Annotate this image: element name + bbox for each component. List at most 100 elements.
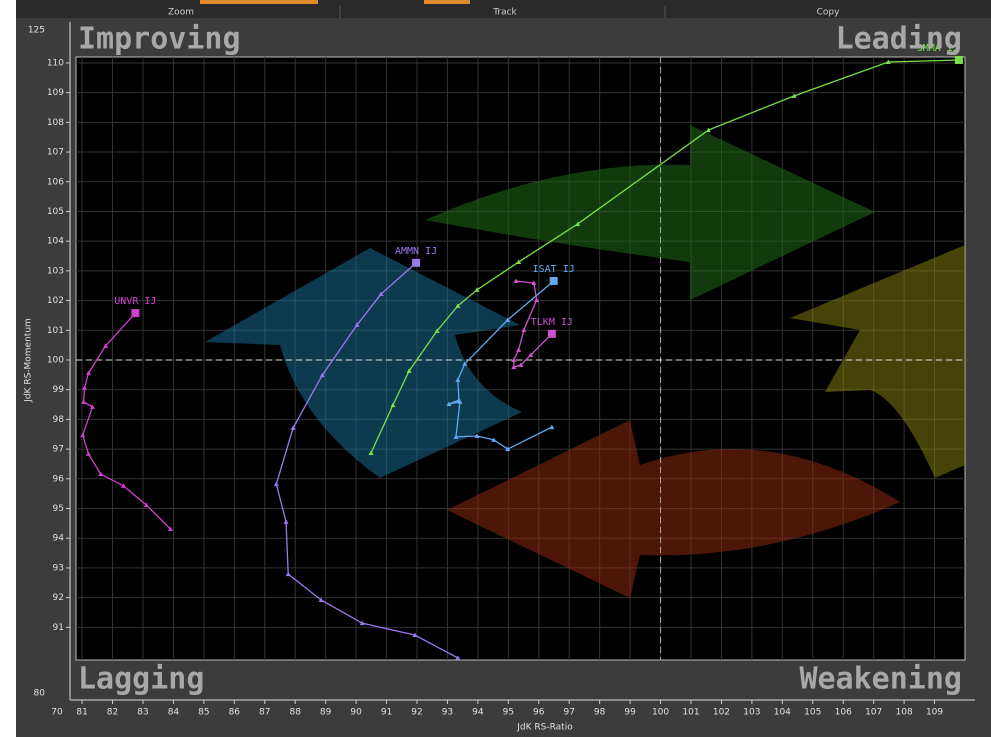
arrow-lagging xyxy=(447,420,900,598)
tail-point xyxy=(406,368,412,373)
tail-point xyxy=(98,471,104,477)
series-label: AMMN IJ xyxy=(395,246,437,257)
head-point xyxy=(549,276,558,285)
quadrant-label: Weakening xyxy=(799,662,962,697)
y-tick-label: 110 xyxy=(47,58,64,68)
tail-point xyxy=(318,597,324,602)
tail-point xyxy=(511,357,517,362)
tail-point xyxy=(354,322,360,327)
tail-point xyxy=(549,424,555,430)
head-point xyxy=(131,309,140,318)
x-tick-label: 85 xyxy=(198,708,209,718)
quadrant-label: Leading xyxy=(836,22,962,57)
tail-point xyxy=(453,434,459,439)
x-tick-label: 107 xyxy=(865,708,882,718)
tail-point xyxy=(791,93,797,98)
x-tick-label: 99 xyxy=(624,708,636,718)
y-break-label: 125 xyxy=(28,26,45,36)
series-label: SMMA IJ xyxy=(917,43,959,54)
series-label: ISAT IJ xyxy=(533,264,575,275)
x-axis-title: JdK RS-Ratio xyxy=(516,723,573,733)
y-tick-label: 98 xyxy=(53,415,65,425)
x-tick-label: 96 xyxy=(533,708,545,718)
x-tick-label: 82 xyxy=(107,708,118,718)
tail-point xyxy=(474,287,480,292)
tail-point xyxy=(511,364,517,370)
tail-point xyxy=(283,519,289,524)
tail-point xyxy=(89,404,95,409)
zoom-button[interactable]: Zoom xyxy=(168,8,194,18)
track-button[interactable]: Track xyxy=(492,8,517,18)
y-tick-label: 106 xyxy=(47,177,64,187)
toolbar xyxy=(16,0,991,18)
x-tick-label: 98 xyxy=(594,708,606,718)
x-tick-label: 106 xyxy=(835,708,852,718)
y-tick-label: 102 xyxy=(47,296,64,306)
tail-point xyxy=(85,370,91,376)
y-tick-label: 96 xyxy=(53,474,65,484)
copy-button[interactable]: Copy xyxy=(817,8,841,18)
y-tick-label: 91 xyxy=(53,623,64,633)
plot-area xyxy=(75,56,966,661)
tail-point xyxy=(103,343,109,349)
y-tick-label: 100 xyxy=(47,355,64,365)
series-label: TLKM IJ xyxy=(531,317,573,328)
y-tick-label: 103 xyxy=(47,266,64,276)
tail-point xyxy=(528,352,534,357)
tail-point xyxy=(368,450,374,455)
tail-point xyxy=(534,297,540,302)
x-tick-label: 95 xyxy=(503,708,514,718)
tail-point xyxy=(516,347,522,352)
x-tick-label: 97 xyxy=(563,708,574,718)
tail-point xyxy=(505,446,511,452)
x-tick-label: 108 xyxy=(896,708,913,718)
rrg-tail xyxy=(513,280,553,368)
toolbar-accent xyxy=(424,0,470,4)
rrg-tail xyxy=(82,312,171,530)
y-tick-label: 94 xyxy=(53,534,65,544)
tail-point xyxy=(434,328,440,333)
rrg-tail xyxy=(448,280,555,450)
head-point xyxy=(954,55,963,64)
y-tick-label: 105 xyxy=(47,207,64,217)
tail-point xyxy=(390,402,396,408)
tail-point xyxy=(516,259,522,264)
x-tick-label: 86 xyxy=(229,708,241,718)
toolbar-accent xyxy=(200,0,318,4)
y-axis-title: JdK RS-Momentum xyxy=(24,318,34,403)
tail-point xyxy=(575,221,581,226)
tail-point xyxy=(81,399,87,404)
x-tick-label: 93 xyxy=(442,708,453,718)
x-tick-label: 83 xyxy=(137,708,148,718)
x-tick-label: 101 xyxy=(682,708,699,718)
tail-point xyxy=(167,526,173,532)
tail-point xyxy=(85,451,91,456)
tail-point xyxy=(455,655,461,660)
x-tick-label: 88 xyxy=(289,708,301,718)
y-tick-label: 101 xyxy=(47,326,64,336)
y-break-label: 80 xyxy=(34,689,46,699)
y-tick-label: 99 xyxy=(53,385,65,395)
tail-point xyxy=(455,377,461,382)
quadrant-label: Lagging xyxy=(78,662,204,697)
tail-point xyxy=(513,278,519,283)
head-point xyxy=(412,258,421,267)
tail-point xyxy=(80,432,86,438)
x-tick-label: 102 xyxy=(713,708,730,718)
head-point xyxy=(547,329,556,338)
y-tick-label: 93 xyxy=(53,563,64,573)
arrow-weakening xyxy=(790,245,965,478)
x-tick-label: 84 xyxy=(168,708,180,718)
tail-point xyxy=(518,362,524,368)
y-tick-label: 97 xyxy=(53,445,64,455)
quadrant-label: Improving xyxy=(78,22,241,57)
tail-point xyxy=(82,385,88,390)
tail-point xyxy=(290,425,296,431)
x-tick-label: 100 xyxy=(652,708,669,718)
tail-point xyxy=(491,437,497,442)
tail-point xyxy=(531,280,537,286)
tail-point xyxy=(462,361,468,366)
tail-point xyxy=(505,317,511,322)
tail-point xyxy=(378,291,384,297)
x-tick-label: 90 xyxy=(350,708,362,718)
